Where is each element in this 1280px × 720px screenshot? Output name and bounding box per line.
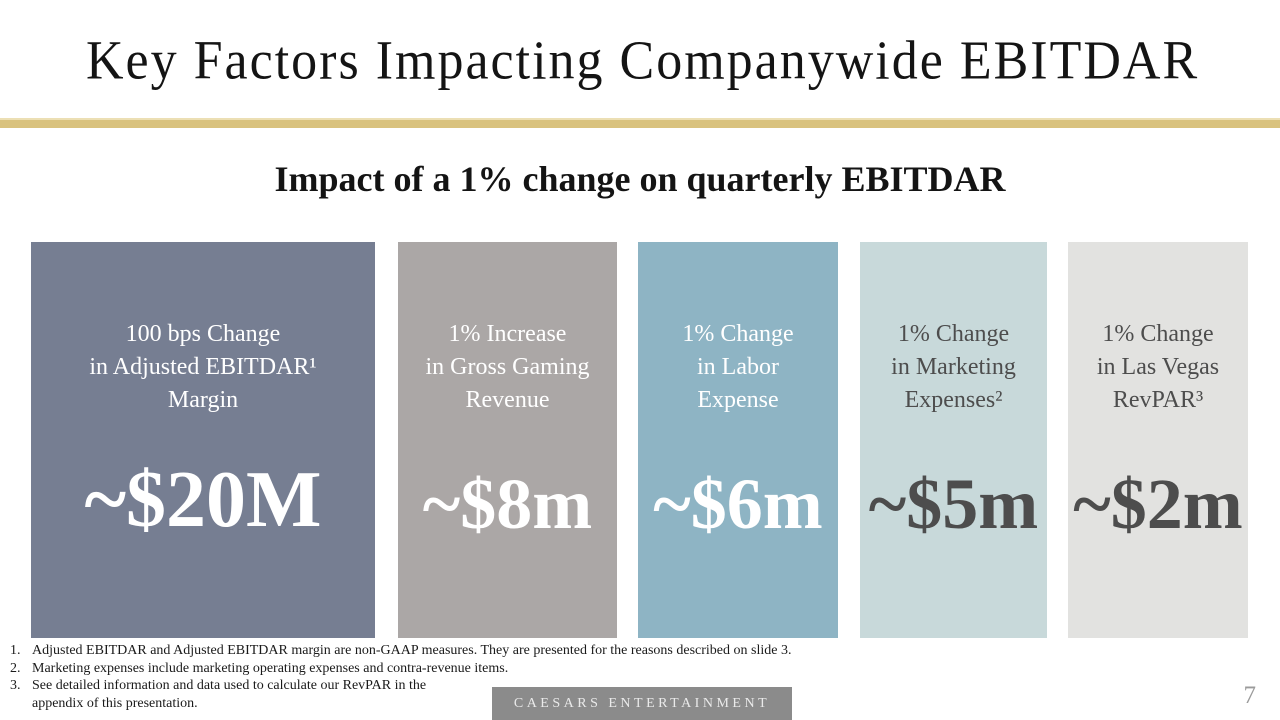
- factor-label-line: in Labor: [697, 354, 779, 380]
- factor-card-adjusted-ebitdar-margin: 100 bps Change in Adjusted EBITDAR¹ Marg…: [31, 242, 375, 638]
- factor-label-line: in Marketing: [891, 354, 1016, 380]
- factor-label: 1% Change in Marketing Expenses²: [860, 318, 1047, 417]
- factor-label-line: Margin: [167, 387, 239, 413]
- footnote-number: 3.: [10, 678, 21, 693]
- factor-value: ~$8m: [422, 464, 593, 544]
- factor-value: ~$5m: [868, 464, 1039, 544]
- factor-label-line: Revenue: [465, 387, 550, 413]
- slide-subtitle: Impact of a 1% change on quarterly EBITD…: [274, 159, 1006, 199]
- page-number: 7: [1243, 682, 1257, 709]
- factor-label-line: 100 bps Change: [125, 321, 281, 347]
- factor-label-line: 1% Change: [897, 321, 1010, 347]
- footnote-text: Adjusted EBITDAR and Adjusted EBITDAR ma…: [32, 643, 792, 658]
- brand-name: CAESARS ENTERTAINMENT: [513, 695, 771, 711]
- footnote-text: See detailed information and data used t…: [32, 678, 427, 711]
- factor-value: ~$6m: [653, 464, 823, 544]
- footnote-text: Marketing expenses include marketing ope…: [32, 660, 509, 676]
- factor-value: ~$20M: [84, 456, 322, 544]
- factor-card-las-vegas-revpar: 1% Change in Las Vegas RevPAR³ ~$2m: [1068, 242, 1248, 638]
- footnote-3: 3. See detailed information and data use…: [10, 677, 860, 712]
- footnote-2: 2. Marketing expenses include marketing …: [10, 660, 860, 678]
- footnote-number: 1.: [10, 643, 21, 658]
- factor-card-labor-expense: 1% Change in Labor Expense ~$6m: [638, 242, 838, 638]
- factor-label: 1% Change in Labor Expense: [638, 318, 838, 417]
- footnotes: 1. Adjusted EBITDAR and Adjusted EBITDAR…: [10, 642, 860, 712]
- factor-card-gross-gaming-revenue: 1% Increase in Gross Gaming Revenue ~$8m: [398, 242, 617, 638]
- factor-label: 1% Increase in Gross Gaming Revenue: [398, 318, 617, 417]
- footnote-number: 2.: [10, 660, 21, 676]
- footer-brand-bar: CAESARS ENTERTAINMENT: [492, 687, 792, 720]
- factor-label-line: 1% Increase: [448, 321, 567, 347]
- factor-label-line: Expense: [697, 387, 779, 413]
- footnote-1: 1. Adjusted EBITDAR and Adjusted EBITDAR…: [10, 642, 860, 660]
- factor-label-line: in Gross Gaming: [425, 354, 590, 380]
- factor-label-line: RevPAR³: [1112, 387, 1204, 413]
- factor-label: 100 bps Change in Adjusted EBITDAR¹ Marg…: [31, 318, 375, 417]
- factor-label-line: 1% Change: [1102, 321, 1214, 347]
- factor-label: 1% Change in Las Vegas RevPAR³: [1068, 318, 1248, 417]
- factor-label-line: Expenses²: [904, 387, 1003, 413]
- factor-label-line: in Adjusted EBITDAR¹: [89, 354, 317, 380]
- factor-card-marketing-expenses: 1% Change in Marketing Expenses² ~$5m: [860, 242, 1047, 638]
- page-title: Key Factors Impacting Companywide EBITDA…: [86, 31, 1200, 91]
- factor-value: ~$2m: [1073, 464, 1243, 544]
- gold-divider: [0, 118, 1280, 128]
- factor-label-line: in Las Vegas: [1096, 354, 1220, 380]
- factor-label-line: 1% Change: [682, 321, 794, 347]
